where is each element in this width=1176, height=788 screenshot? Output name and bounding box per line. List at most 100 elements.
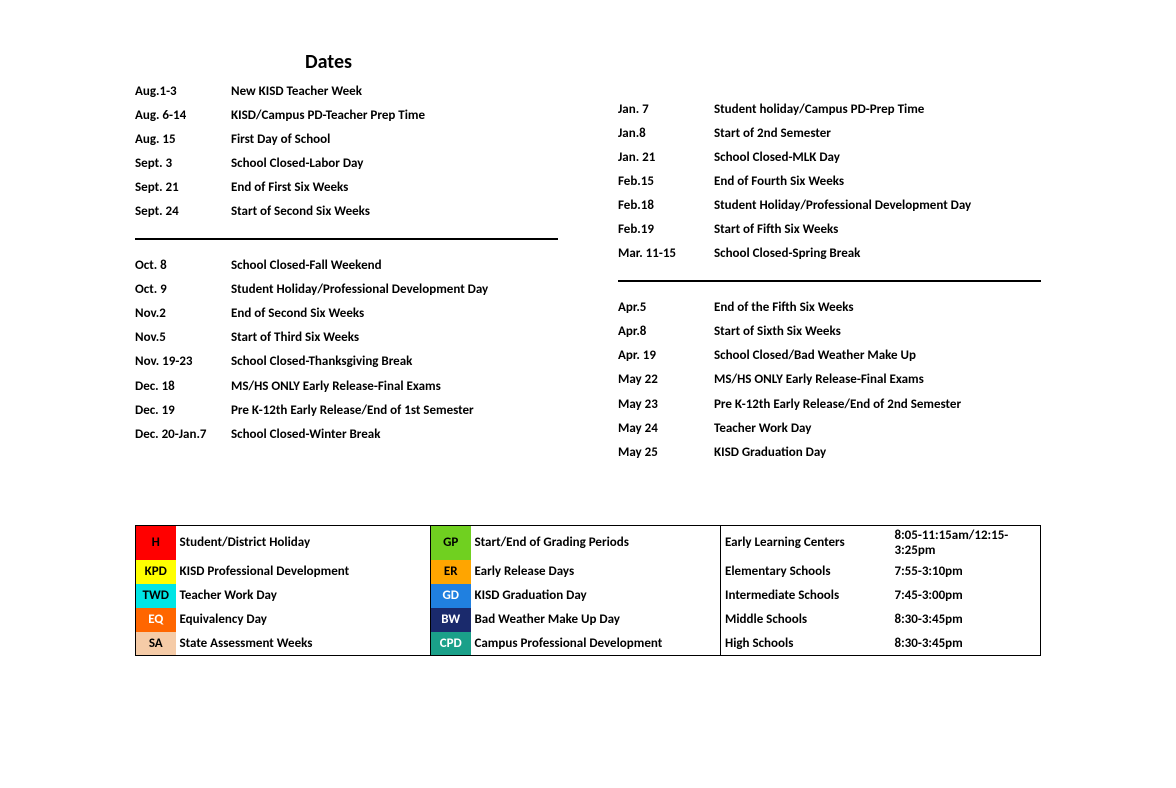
date-row: Jan. 7Student holiday/Campus PD-Prep Tim… — [618, 98, 1041, 122]
date-description: End of First Six Weeks — [231, 176, 558, 200]
date-value: Dec. 19 — [135, 399, 231, 423]
date-row: Feb.18Student Holiday/Professional Devel… — [618, 194, 1041, 218]
date-row: May 24Teacher Work Day — [618, 417, 1041, 441]
legend-label: Equivalency Day — [176, 608, 431, 632]
right-bottom-section: Apr.5End of the Fifth Six WeeksApr.8Star… — [618, 296, 1041, 464]
legend-label: Bad Weather Make Up Day — [471, 608, 721, 632]
date-row: May 23Pre K-12th Early Release/End of 2n… — [618, 393, 1041, 417]
date-description: Student Holiday/Professional Development… — [714, 194, 1041, 218]
date-value: Jan. 21 — [618, 146, 714, 170]
dates-columns: Aug.1-3New KISD Teacher WeekAug. 6-14KIS… — [135, 80, 1041, 475]
date-description: KISD Graduation Day — [714, 441, 1041, 465]
date-value: Sept. 21 — [135, 176, 231, 200]
calendar-dates-page: Dates Aug.1-3New KISD Teacher WeekAug. 6… — [0, 0, 1176, 696]
date-value: Nov.2 — [135, 302, 231, 326]
date-description: School Closed-MLK Day — [714, 146, 1041, 170]
date-value: Oct. 9 — [135, 278, 231, 302]
date-row: Oct. 8School Closed-Fall Weekend — [135, 254, 558, 278]
date-row: Apr. 19School Closed/Bad Weather Make Up — [618, 344, 1041, 368]
legend-row: HStudent/District HolidayGPStart/End of … — [136, 525, 1041, 560]
date-row: Mar. 11-15School Closed-Spring Break — [618, 242, 1041, 266]
schedule-time: 8:30-3:45pm — [891, 632, 1041, 656]
schedule-time: 7:45-3:00pm — [891, 584, 1041, 608]
date-value: May 25 — [618, 441, 714, 465]
date-description: Pre K-12th Early Release/End of 2nd Seme… — [714, 393, 1041, 417]
date-value: Apr.8 — [618, 320, 714, 344]
schedule-time: 8:05-11:15am/12:15-3:25pm — [891, 525, 1041, 560]
date-value: Dec. 18 — [135, 375, 231, 399]
date-value: Jan. 7 — [618, 98, 714, 122]
date-description: End of the Fifth Six Weeks — [714, 296, 1041, 320]
date-row: Nov.2End of Second Six Weeks — [135, 302, 558, 326]
date-description: KISD/Campus PD-Teacher Prep Time — [231, 104, 558, 128]
left-column: Aug.1-3New KISD Teacher WeekAug. 6-14KIS… — [135, 80, 558, 475]
right-column: Jan. 7Student holiday/Campus PD-Prep Tim… — [618, 80, 1041, 475]
date-value: Aug. 15 — [135, 128, 231, 152]
legend-code: CPD — [431, 632, 471, 656]
date-description: School Closed-Spring Break — [714, 242, 1041, 266]
date-description: Pre K-12th Early Release/End of 1st Seme… — [231, 399, 558, 423]
date-row: Sept. 21End of First Six Weeks — [135, 176, 558, 200]
date-row: Feb.19Start of Fifth Six Weeks — [618, 218, 1041, 242]
legend-schedule-table: HStudent/District HolidayGPStart/End of … — [135, 525, 1041, 657]
legend-label: State Assessment Weeks — [176, 632, 431, 656]
date-value: Jan.8 — [618, 122, 714, 146]
schedule-name: Early Learning Centers — [721, 525, 891, 560]
legend-code: BW — [431, 608, 471, 632]
date-row: Jan. 21School Closed-MLK Day — [618, 146, 1041, 170]
section-divider — [135, 238, 558, 240]
date-row: May 22MS/HS ONLY Early Release-Final Exa… — [618, 368, 1041, 392]
legend-row: SAState Assessment WeeksCPDCampus Profes… — [136, 632, 1041, 656]
legend-row: KPDKISD Professional DevelopmentEREarly … — [136, 560, 1041, 584]
date-description: Student Holiday/Professional Development… — [231, 278, 558, 302]
date-row: Aug.1-3New KISD Teacher Week — [135, 80, 558, 104]
legend-label: Early Release Days — [471, 560, 721, 584]
legend-label: Campus Professional Development — [471, 632, 721, 656]
section-divider — [618, 280, 1041, 282]
date-row: Aug. 6-14KISD/Campus PD-Teacher Prep Tim… — [135, 104, 558, 128]
date-description: First Day of School — [231, 128, 558, 152]
date-row: Dec. 20-Jan.7School Closed-Winter Break — [135, 423, 558, 447]
date-description: School Closed-Thanksgiving Break — [231, 350, 558, 374]
date-row: May 25KISD Graduation Day — [618, 441, 1041, 465]
date-row: Jan.8Start of 2nd Semester — [618, 122, 1041, 146]
legend-label: KISD Professional Development — [176, 560, 431, 584]
date-value: Apr.5 — [618, 296, 714, 320]
legend-label: KISD Graduation Day — [471, 584, 721, 608]
schedule-time: 8:30-3:45pm — [891, 608, 1041, 632]
left-top-section: Aug.1-3New KISD Teacher WeekAug. 6-14KIS… — [135, 80, 558, 224]
date-description: Start of Sixth Six Weeks — [714, 320, 1041, 344]
date-value: Feb.15 — [618, 170, 714, 194]
date-description: MS/HS ONLY Early Release-Final Exams — [714, 368, 1041, 392]
date-value: Feb.18 — [618, 194, 714, 218]
date-row: Nov. 19-23School Closed-Thanksgiving Bre… — [135, 350, 558, 374]
date-description: Start of Fifth Six Weeks — [714, 218, 1041, 242]
date-row: Dec. 18MS/HS ONLY Early Release-Final Ex… — [135, 375, 558, 399]
legend-code: GP — [431, 525, 471, 560]
date-description: Start of Third Six Weeks — [231, 326, 558, 350]
date-description: MS/HS ONLY Early Release-Final Exams — [231, 375, 558, 399]
date-row: Feb.15End of Fourth Six Weeks — [618, 170, 1041, 194]
date-row: Nov.5Start of Third Six Weeks — [135, 326, 558, 350]
legend-row: EQEquivalency DayBWBad Weather Make Up D… — [136, 608, 1041, 632]
date-value: Oct. 8 — [135, 254, 231, 278]
date-row: Dec. 19Pre K-12th Early Release/End of 1… — [135, 399, 558, 423]
date-description: School Closed-Fall Weekend — [231, 254, 558, 278]
legend-label: Teacher Work Day — [176, 584, 431, 608]
schedule-name: Middle Schools — [721, 608, 891, 632]
date-value: Aug. 6-14 — [135, 104, 231, 128]
date-row: Apr.8Start of Sixth Six Weeks — [618, 320, 1041, 344]
date-description: School Closed-Labor Day — [231, 152, 558, 176]
date-value: Mar. 11-15 — [618, 242, 714, 266]
date-description: School Closed-Winter Break — [231, 423, 558, 447]
legend-code: GD — [431, 584, 471, 608]
date-value: Sept. 24 — [135, 200, 231, 224]
schedule-name: Intermediate Schools — [721, 584, 891, 608]
left-bottom-section: Oct. 8School Closed-Fall WeekendOct. 9St… — [135, 254, 558, 446]
date-row: Apr.5End of the Fifth Six Weeks — [618, 296, 1041, 320]
legend-row: TWDTeacher Work DayGDKISD Graduation Day… — [136, 584, 1041, 608]
schedule-name: Elementary Schools — [721, 560, 891, 584]
date-description: Start of 2nd Semester — [714, 122, 1041, 146]
date-row: Aug. 15First Day of School — [135, 128, 558, 152]
legend-code: ER — [431, 560, 471, 584]
